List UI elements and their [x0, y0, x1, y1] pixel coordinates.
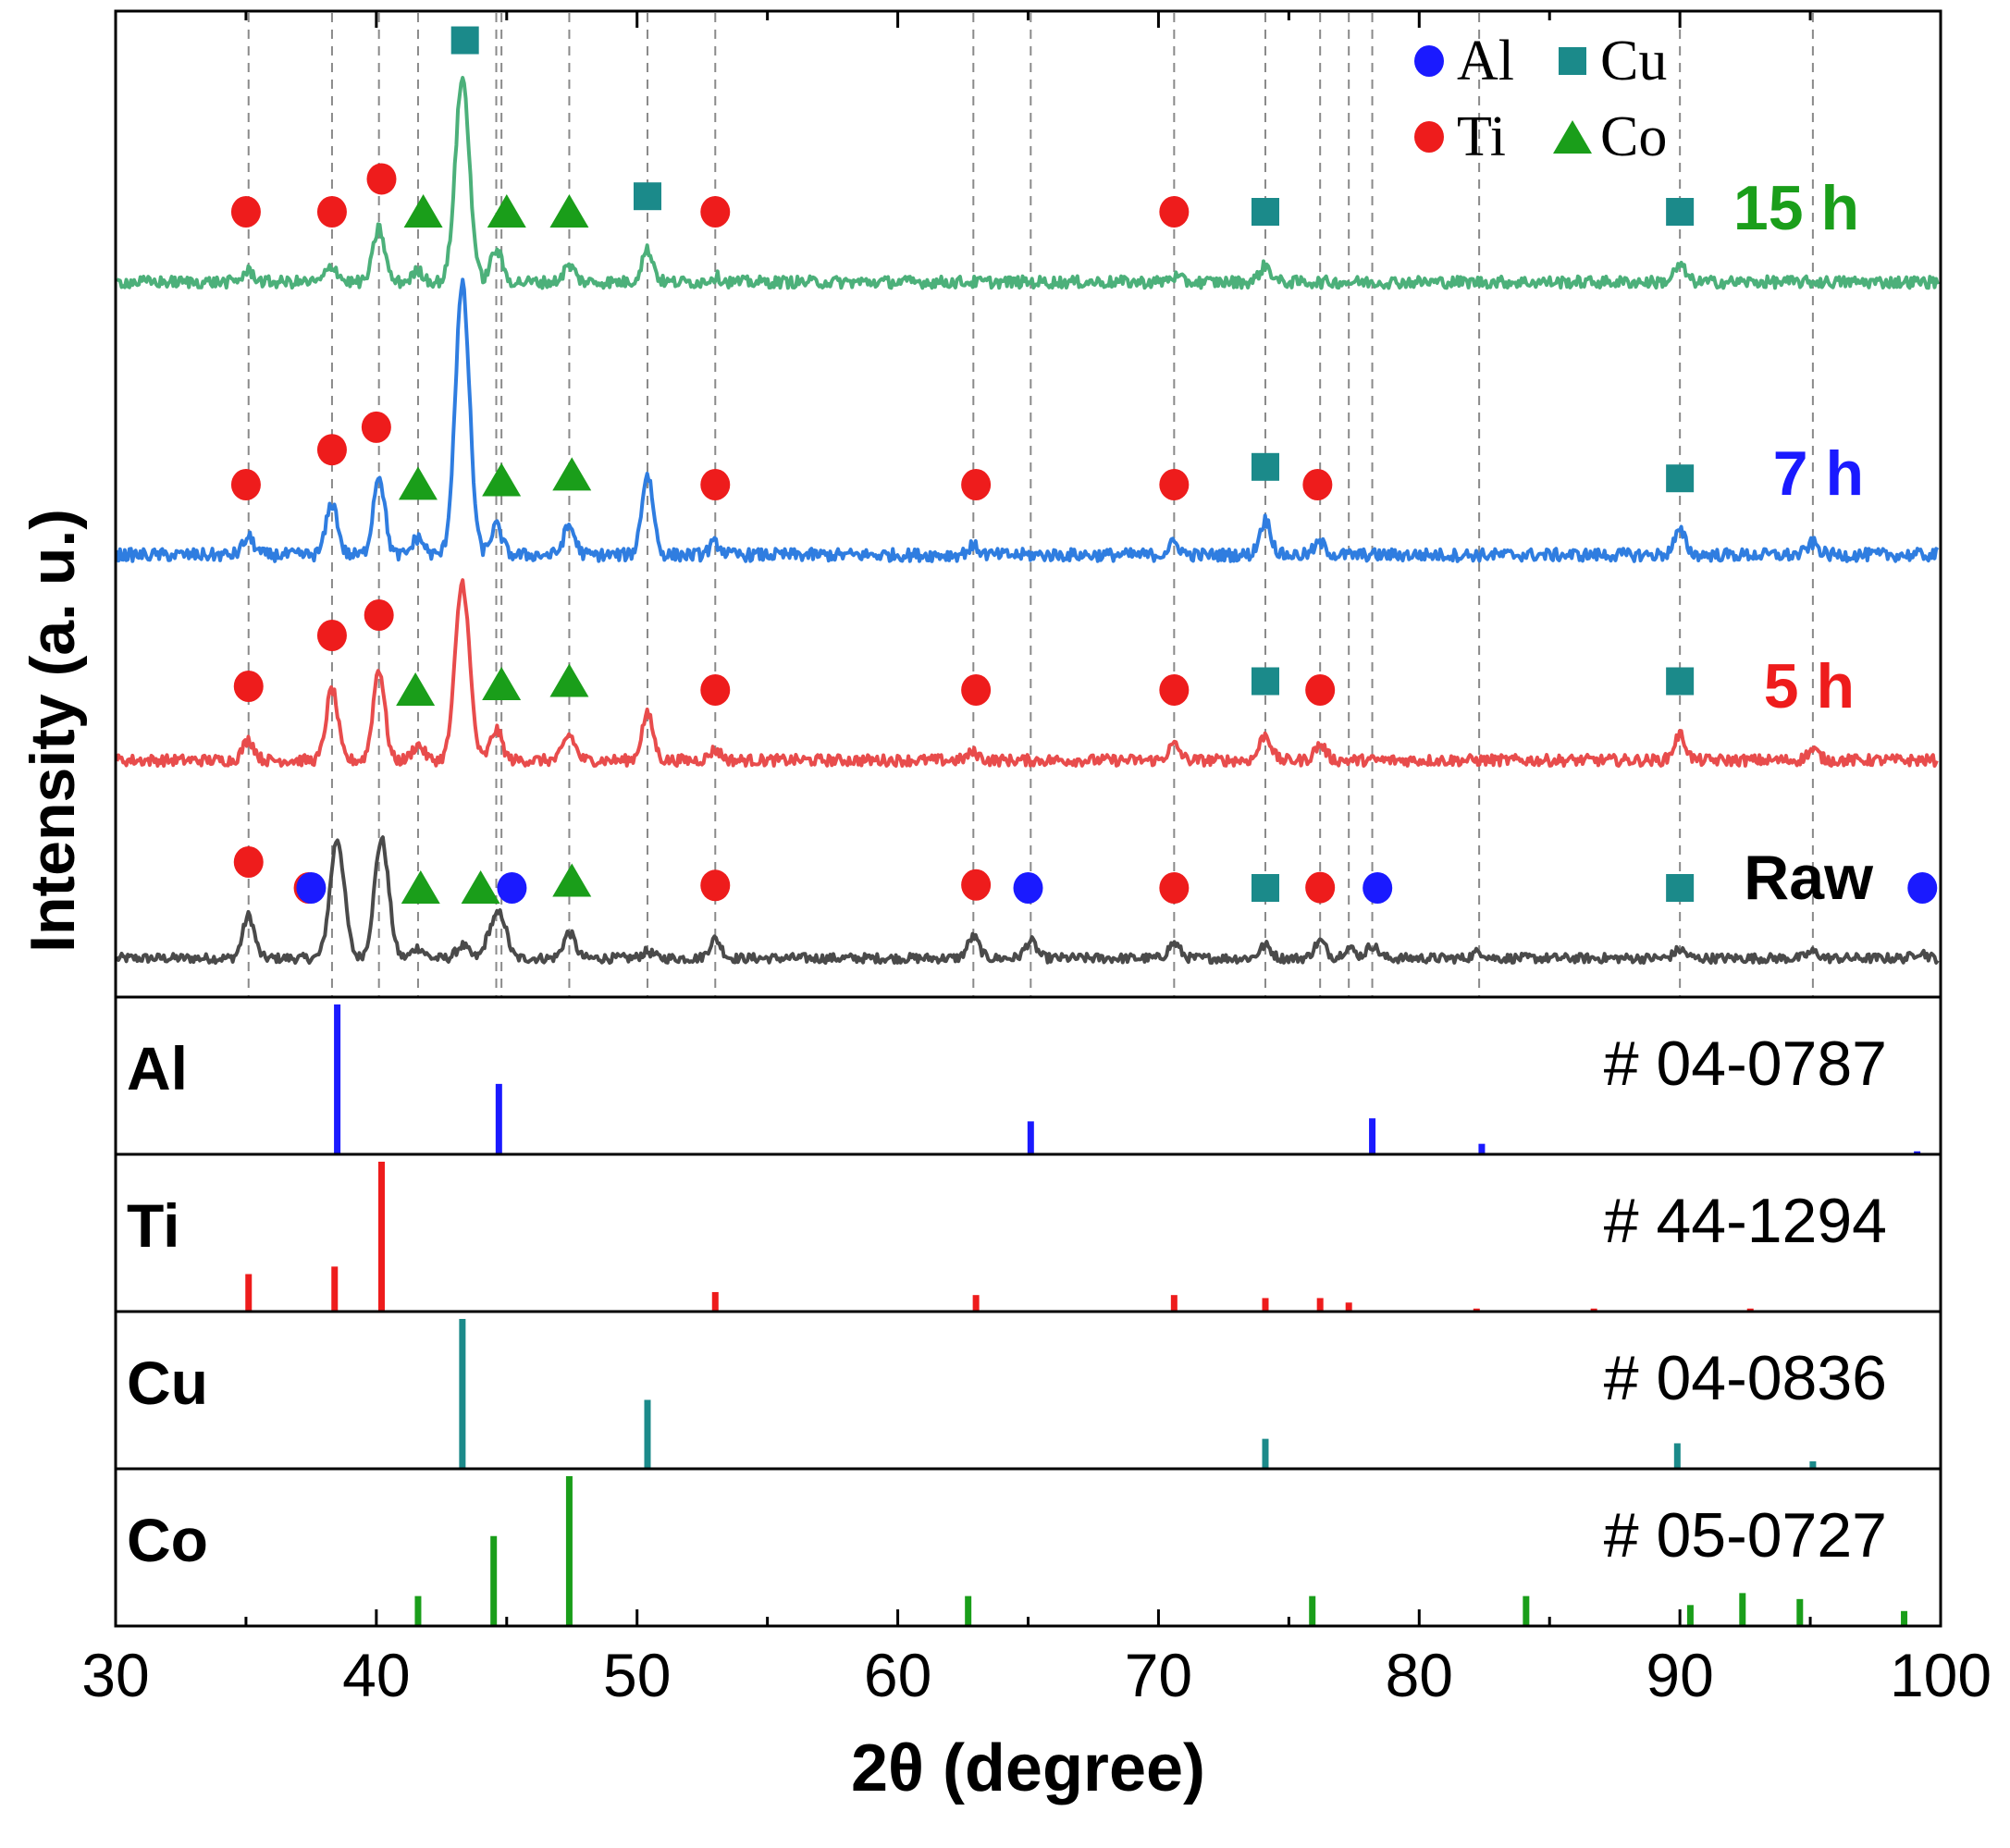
- phase-marker-ti: [1159, 469, 1190, 500]
- phase-marker-ti: [961, 869, 992, 901]
- phase-marker-ti: [230, 469, 261, 500]
- phase-marker-co: [398, 466, 438, 500]
- phase-marker-cu: [1666, 464, 1695, 493]
- xrd-curve-7h: [115, 277, 1940, 563]
- phase-marker-ti: [1159, 872, 1190, 904]
- legend-label: Al: [1457, 30, 1514, 92]
- phase-marker-ti: [700, 196, 731, 228]
- phase-marker-cu: [450, 26, 479, 55]
- phase-marker-cu: [1251, 874, 1279, 902]
- phase-marker-ti: [233, 671, 264, 702]
- reference-phase-label: Cu: [127, 1349, 208, 1417]
- phase-marker-ti: [700, 674, 731, 706]
- phase-marker-ti: [316, 434, 347, 466]
- reference-card-number: # 05-0727: [1604, 1500, 1887, 1571]
- legend: Al Cu Ti Co: [1414, 30, 1667, 168]
- legend-label: Ti: [1457, 105, 1506, 168]
- phase-marker-ti: [364, 599, 394, 631]
- phase-marker-ti: [1305, 674, 1336, 706]
- phase-marker-ti: [316, 620, 347, 651]
- xrd-curve-5h: [115, 578, 1939, 768]
- x-tick-label: 90: [1646, 1641, 1713, 1709]
- y-axis-title: Intensity (a. u.): [18, 509, 88, 953]
- phase-marker-cu: [633, 182, 661, 211]
- legend-label: Cu: [1600, 30, 1667, 92]
- reference-phase-label: Co: [127, 1506, 208, 1574]
- x-axis-title: 2θ (degree): [851, 1731, 1205, 1805]
- phase-marker-ti: [316, 196, 347, 228]
- reference-dashed-lines: [247, 13, 1814, 997]
- legend-marker-co: [1553, 120, 1592, 154]
- phase-marker-al: [296, 872, 327, 904]
- phase-marker-al: [1363, 872, 1393, 904]
- phase-marker-cu: [1666, 198, 1695, 226]
- phase-marker-co: [401, 870, 440, 904]
- series-label-15h: 15 h: [1733, 173, 1859, 243]
- phase-marker-ti: [366, 163, 397, 195]
- phase-marker-ti: [700, 469, 731, 500]
- phase-marker-ti: [1159, 674, 1190, 706]
- series-label-7h: 7 h: [1773, 438, 1864, 509]
- chart-labels: Raw 5 h 7 h 15 h Al # 04-0787 Ti # 44-1294 Cu # 0…: [18, 30, 1887, 1805]
- reference-phase-label: Ti: [127, 1191, 179, 1260]
- reference-phase-label: Al: [127, 1034, 188, 1103]
- x-tick-label: 40: [342, 1641, 410, 1709]
- x-tick-label: 50: [603, 1641, 671, 1709]
- phase-marker-ti: [361, 411, 391, 443]
- x-tick-label: 60: [864, 1641, 931, 1709]
- xrd-curve-Raw: [115, 835, 1940, 965]
- phase-marker-ti: [961, 469, 992, 500]
- xrd-curve-15h: [116, 76, 1940, 290]
- phase-marker-ti: [961, 674, 992, 706]
- xrd-patterns: [115, 76, 1940, 965]
- phase-marker-cu: [1666, 667, 1695, 696]
- phase-marker-co: [552, 863, 592, 897]
- phase-marker-ti: [230, 196, 261, 228]
- phase-marker-co: [396, 672, 436, 706]
- phase-marker-ti: [1159, 196, 1190, 228]
- phase-marker-cu: [1251, 452, 1279, 481]
- phase-marker-co: [487, 194, 526, 228]
- phase-markers: [230, 26, 1938, 904]
- x-tick-label: 80: [1386, 1641, 1453, 1709]
- phase-marker-co: [403, 194, 443, 228]
- reference-sticks: [245, 1004, 1921, 1626]
- series-label-5h: 5 h: [1764, 651, 1855, 721]
- x-axis-ticks: 30 40 50 60 70 80 90 100: [81, 11, 1992, 1709]
- phase-marker-co: [482, 462, 522, 497]
- reference-card-number: # 04-0787: [1604, 1029, 1887, 1099]
- legend-label: Co: [1600, 105, 1667, 168]
- x-tick-label: 100: [1890, 1641, 1992, 1709]
- phase-marker-cu: [1251, 198, 1279, 226]
- reference-card-number: # 04-0836: [1604, 1343, 1887, 1413]
- phase-marker-co: [549, 194, 589, 228]
- phase-marker-co: [549, 663, 589, 697]
- x-tick-label: 30: [81, 1641, 149, 1709]
- series-label-Raw: Raw: [1744, 843, 1874, 913]
- phase-marker-ti: [700, 869, 731, 902]
- phase-marker-co: [482, 667, 522, 701]
- phase-marker-cu: [1666, 874, 1695, 902]
- phase-marker-cu: [1251, 667, 1279, 696]
- phase-marker-al: [1013, 872, 1043, 904]
- phase-marker-co: [552, 457, 592, 491]
- phase-marker-ti: [1302, 469, 1333, 500]
- x-tick-label: 70: [1125, 1641, 1192, 1709]
- phase-marker-al: [1907, 872, 1938, 904]
- legend-marker-cu: [1559, 47, 1586, 75]
- phase-marker-ti: [233, 846, 264, 878]
- phase-marker-ti: [1305, 871, 1336, 904]
- phase-marker-co: [461, 870, 500, 904]
- reference-card-number: # 44-1294: [1604, 1186, 1887, 1256]
- legend-marker-al: [1414, 45, 1444, 77]
- phase-marker-al: [497, 872, 527, 904]
- legend-marker-ti: [1414, 121, 1444, 153]
